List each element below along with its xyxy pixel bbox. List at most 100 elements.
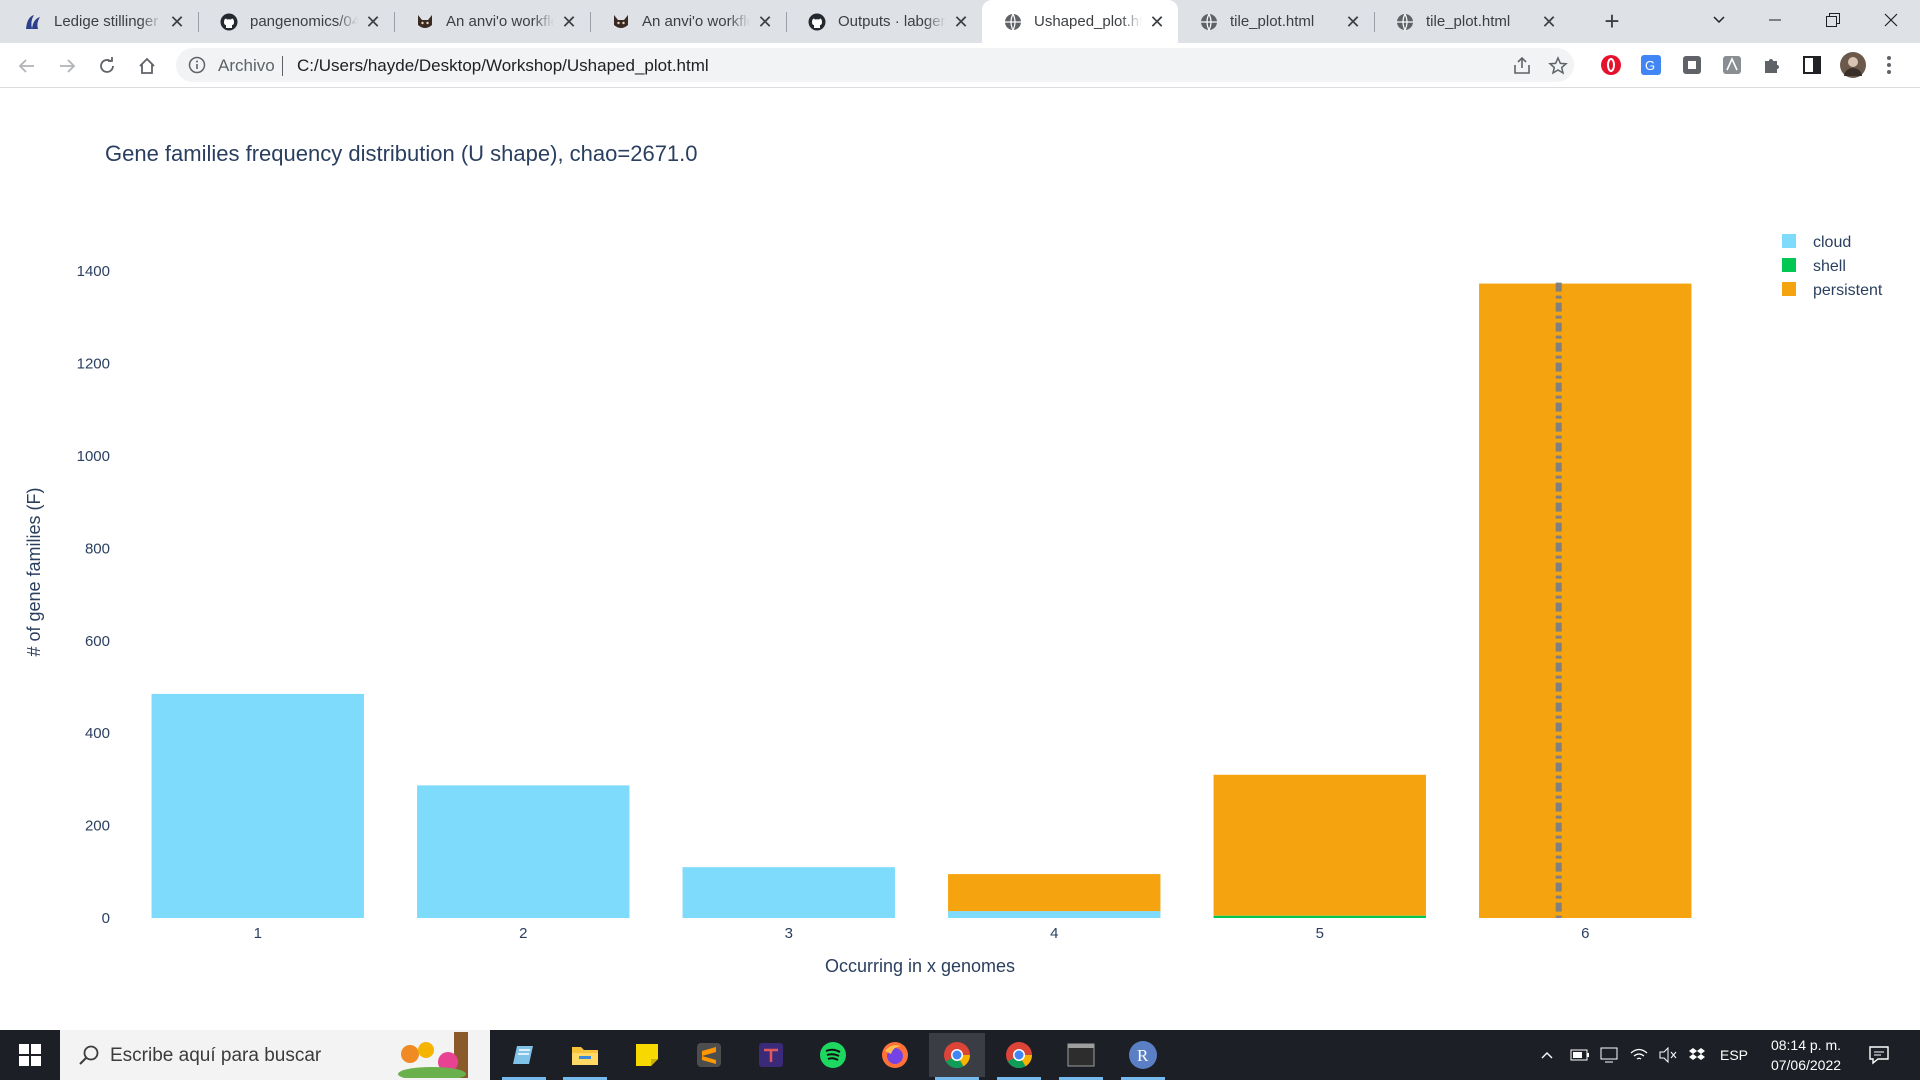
address-url[interactable]: C:/Users/hayde/Desktop/Workshop/Ushaped_… xyxy=(297,56,709,75)
sublime-text-icon xyxy=(697,1043,721,1067)
arrow-left-icon xyxy=(18,59,34,73)
browser-tab[interactable]: tile_plot.html ✕ xyxy=(1178,0,1374,43)
opera-extension-icon[interactable] xyxy=(1600,54,1622,76)
legend-swatch-persistent xyxy=(1782,282,1796,296)
anvio-icon xyxy=(416,13,434,31)
bar-cloud xyxy=(682,867,895,918)
close-tab-icon[interactable]: ✕ xyxy=(1541,11,1557,32)
taskbar-chrome-profile[interactable] xyxy=(991,1033,1047,1080)
y-tick-label: 0 xyxy=(102,910,110,927)
bar-shell xyxy=(1213,915,1426,918)
system-clock[interactable]: 08:14 p. m. 07/06/2022 xyxy=(1756,1035,1856,1075)
chrome-icon xyxy=(1006,1042,1033,1069)
bar-cloud xyxy=(948,911,1161,918)
notification-icon[interactable] xyxy=(1868,1044,1890,1066)
bar-persistent xyxy=(1479,283,1692,918)
browser-tab[interactable]: Outputs · labgem ✕ xyxy=(786,0,982,43)
home-icon xyxy=(139,57,155,74)
close-tab-icon[interactable]: ✕ xyxy=(1345,11,1361,32)
restore-icon xyxy=(1826,13,1840,27)
browser-menu-icon[interactable] xyxy=(1884,54,1894,76)
browser-tab[interactable]: Ushaped_plot.htm ✕ xyxy=(982,0,1178,43)
close-tab-icon[interactable]: ✕ xyxy=(1149,11,1165,32)
plot-area: Gene families frequency distribution (U … xyxy=(0,88,1920,1030)
close-tab-icon[interactable]: ✕ xyxy=(169,11,185,32)
tab-title: Outputs · labgem xyxy=(838,13,946,30)
close-tab-icon[interactable]: ✕ xyxy=(757,11,773,32)
taskbar-file-explorer[interactable] xyxy=(557,1033,613,1080)
close-window-button[interactable] xyxy=(1864,0,1918,40)
restore-button[interactable] xyxy=(1806,0,1860,40)
chevron-up-icon[interactable] xyxy=(1540,1048,1554,1062)
info-icon[interactable] xyxy=(188,56,206,74)
y-tick-label: 1200 xyxy=(77,356,110,373)
taskbar-chrome-active[interactable] xyxy=(929,1033,985,1080)
globe-icon xyxy=(1004,13,1022,31)
globe-icon xyxy=(1396,13,1414,31)
x-tick-label: 3 xyxy=(785,925,793,942)
display-icon[interactable] xyxy=(1600,1047,1618,1063)
address-scheme-label: Archivo xyxy=(218,56,275,75)
taskbar-notes-app[interactable] xyxy=(496,1033,552,1080)
tab-title: Ledige stillinger p xyxy=(54,13,162,30)
forward-button[interactable] xyxy=(52,51,82,81)
back-button[interactable] xyxy=(12,51,42,81)
system-tray: ESP xyxy=(1540,1030,1748,1080)
close-tab-icon[interactable]: ✕ xyxy=(561,11,577,32)
tex-icon xyxy=(759,1043,783,1067)
svg-text:R: R xyxy=(1137,1046,1149,1065)
taskbar-r-app[interactable]: R xyxy=(1115,1033,1171,1080)
legend-swatch-shell xyxy=(1782,258,1796,272)
extensions-puzzle-icon[interactable] xyxy=(1761,54,1783,76)
new-tab-button[interactable]: + xyxy=(1604,6,1620,36)
wifi-icon[interactable] xyxy=(1630,1047,1648,1063)
bar-persistent xyxy=(948,874,1161,912)
address-bar[interactable]: Archivo C:/Users/hayde/Desktop/Workshop/… xyxy=(176,48,1574,82)
translate-extension-icon[interactable]: G xyxy=(1640,54,1662,76)
windows-logo-icon xyxy=(19,1044,41,1066)
search-placeholder: Escribe aquí para buscar xyxy=(110,1045,322,1066)
side-panel-icon[interactable] xyxy=(1801,54,1823,76)
browser-tab[interactable]: pangenomics/04- ✕ xyxy=(198,0,394,43)
taskbar-firefox[interactable] xyxy=(867,1033,923,1077)
browser-tab[interactable]: tile_plot.html ✕ xyxy=(1374,0,1570,43)
taskbar-search-box[interactable]: Escribe aquí para buscar xyxy=(60,1030,490,1080)
search-icon xyxy=(79,1045,99,1065)
bookmark-star-icon[interactable] xyxy=(1548,56,1568,76)
taskbar-sublime-text[interactable] xyxy=(681,1033,737,1077)
start-button[interactable] xyxy=(0,1030,60,1080)
browser-tab[interactable]: Ledige stillinger p ✕ xyxy=(2,0,198,43)
battery-icon[interactable] xyxy=(1570,1048,1590,1062)
extension-square-icon[interactable] xyxy=(1681,54,1703,76)
bar-persistent xyxy=(1213,774,1426,916)
tab-title: An anvi'o workflo xyxy=(642,13,750,30)
legend-label-persistent: persistent xyxy=(1813,282,1883,299)
y-axis-title: # of gene families (F) xyxy=(24,487,44,656)
taskbar-tex-app[interactable] xyxy=(743,1033,799,1077)
tab-title: Ushaped_plot.htm xyxy=(1034,13,1142,30)
share-icon[interactable] xyxy=(1512,56,1532,76)
reload-button[interactable] xyxy=(92,51,122,81)
taskbar-terminal[interactable] xyxy=(1053,1033,1109,1080)
profile-avatar[interactable] xyxy=(1840,52,1866,78)
browser-tab[interactable]: An anvi'o workflo ✕ xyxy=(590,0,786,43)
volume-muted-icon[interactable] xyxy=(1658,1047,1678,1063)
y-axis: 0 200 400 600 800 1000 1200 1400 xyxy=(77,263,110,927)
minimize-button[interactable] xyxy=(1748,0,1802,40)
taskbar-spotify[interactable] xyxy=(805,1033,861,1077)
tab-search-button[interactable] xyxy=(1692,0,1746,40)
dropbox-icon[interactable] xyxy=(1688,1047,1706,1063)
clock-time: 08:14 p. m. xyxy=(1770,1037,1842,1053)
close-tab-icon[interactable]: ✕ xyxy=(365,11,381,32)
input-language[interactable]: ESP xyxy=(1720,1047,1749,1063)
taskbar-sticky-notes[interactable] xyxy=(619,1033,675,1077)
windows-taskbar: Escribe aquí para buscar R xyxy=(0,1030,1920,1080)
tab-separator xyxy=(590,12,591,32)
legend-label-cloud: cloud xyxy=(1813,234,1851,251)
y-tick-label: 800 xyxy=(85,540,110,557)
legend-label-shell: shell xyxy=(1813,258,1846,275)
close-tab-icon[interactable]: ✕ xyxy=(953,11,969,32)
pdf-extension-icon[interactable] xyxy=(1721,54,1743,76)
browser-tab[interactable]: An anvi'o workflo ✕ xyxy=(394,0,590,43)
home-button[interactable] xyxy=(132,51,162,81)
